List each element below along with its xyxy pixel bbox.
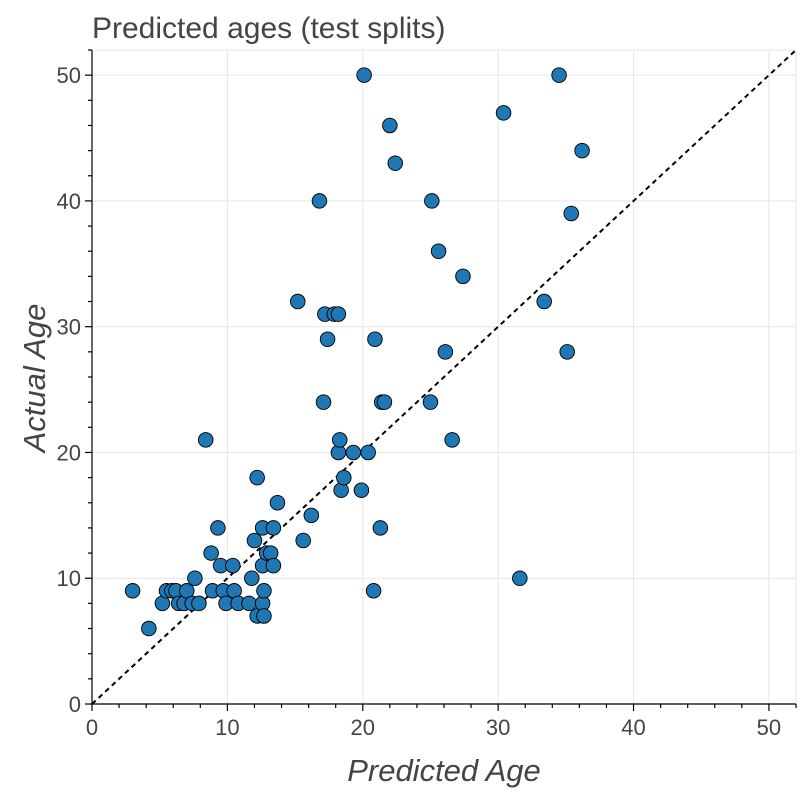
- data-point-12: [197, 432, 214, 448]
- data-point-47: [332, 432, 348, 448]
- data-point-25: [249, 469, 265, 486]
- identity-reference-line: [91, 49, 797, 705]
- x-tick-label: 50: [757, 715, 781, 740]
- tick-labels: 0 10 20 30 40 50 0 10 20 30 40 50: [57, 63, 782, 740]
- data-point-38: [295, 532, 311, 549]
- reference-line-group: [91, 49, 797, 705]
- data-point-66: [455, 268, 471, 285]
- data-point-13: [203, 545, 219, 561]
- x-tick-label: 30: [486, 715, 510, 740]
- data-point-15: [210, 520, 226, 536]
- data-point-69: [536, 293, 552, 310]
- x-tick-label: 10: [215, 715, 239, 740]
- data-point-48: [333, 482, 349, 498]
- y-tick-label: 40: [57, 189, 81, 214]
- data-point-24: [246, 532, 263, 549]
- axes: [85, 49, 797, 711]
- data-point-49: [336, 469, 352, 486]
- data-point-68: [512, 570, 528, 586]
- data-point-54: [365, 583, 382, 599]
- data-point-41: [315, 394, 332, 410]
- y-axis-label: Actual Age: [17, 304, 52, 455]
- data-point-53: [360, 444, 376, 461]
- data-point-62: [424, 193, 440, 209]
- data-point-1: [141, 620, 157, 637]
- y-tick-label: 20: [57, 440, 81, 465]
- data-point-19: [225, 557, 241, 574]
- data-point-30: [256, 608, 272, 624]
- data-point-61: [422, 394, 439, 410]
- data-point-71: [559, 344, 575, 360]
- data-point-55: [367, 331, 383, 348]
- data-point-33: [262, 545, 279, 561]
- data-point-58: [376, 394, 393, 410]
- data-point-22: [241, 595, 257, 612]
- grid: [92, 49, 797, 704]
- x-tick-label: 40: [621, 715, 645, 740]
- data-point-40: [311, 193, 328, 209]
- data-point-10: [187, 570, 203, 586]
- y-tick-label: 10: [57, 566, 81, 591]
- data-point-36: [269, 495, 286, 511]
- data-point-51: [353, 482, 370, 498]
- data-point-64: [437, 344, 454, 360]
- data-point-65: [444, 432, 460, 448]
- data-point-23: [244, 570, 260, 586]
- data-point-56: [372, 520, 389, 536]
- data-point-60: [387, 155, 404, 171]
- data-point-34: [265, 520, 282, 536]
- data-point-63: [430, 243, 447, 259]
- data-point-43: [319, 331, 336, 348]
- data-point-72: [563, 205, 580, 222]
- data-point-52: [356, 67, 372, 83]
- y-tick-label: 0: [69, 692, 81, 717]
- chart-title: Predicted ages (test splits): [92, 12, 445, 45]
- data-point-31: [256, 583, 272, 599]
- data-point-59: [382, 117, 398, 134]
- data-point-35: [265, 557, 282, 574]
- data-point-70: [551, 67, 567, 83]
- data-points: [124, 67, 590, 637]
- data-point-50: [345, 444, 362, 461]
- x-axis-label: Predicted Age: [347, 753, 541, 788]
- x-tick-label: 20: [351, 715, 375, 740]
- y-tick-label: 50: [57, 63, 81, 88]
- x-tick-label: 0: [86, 715, 98, 740]
- data-point-37: [290, 293, 306, 310]
- data-point-73: [574, 142, 590, 159]
- data-point-45: [330, 306, 347, 322]
- data-point-67: [495, 105, 512, 121]
- data-point-0: [124, 583, 141, 599]
- data-point-11: [191, 595, 207, 612]
- data-point-39: [303, 507, 320, 524]
- y-tick-label: 30: [57, 315, 81, 340]
